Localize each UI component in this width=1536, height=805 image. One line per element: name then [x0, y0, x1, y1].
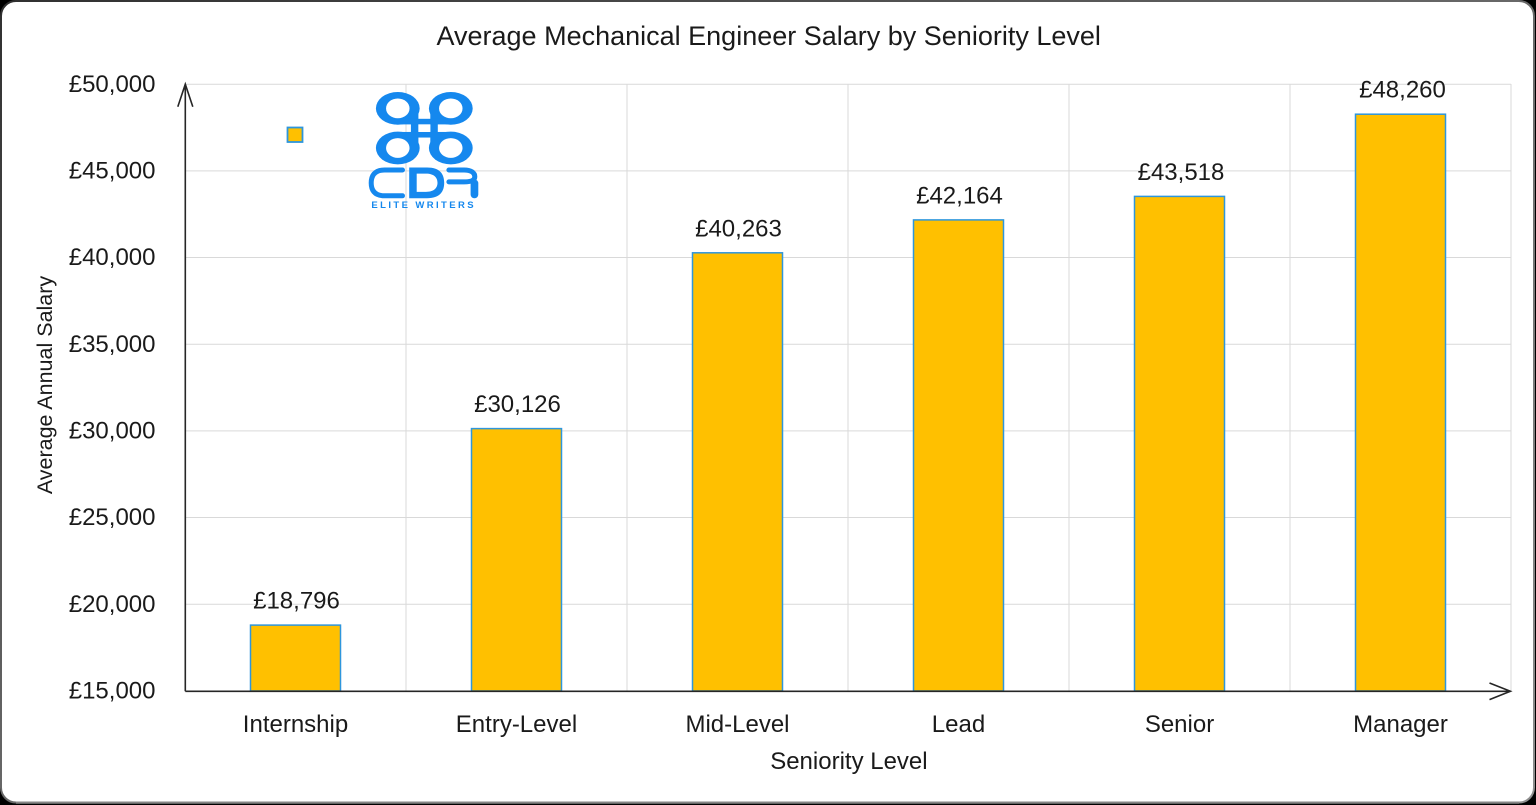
- svg-text:£42,164: £42,164: [916, 182, 1003, 209]
- svg-text:ELITE WRITERS: ELITE WRITERS: [371, 200, 476, 211]
- svg-text:£45,000: £45,000: [69, 158, 156, 185]
- svg-text:£20,000: £20,000: [69, 591, 156, 618]
- svg-text:£30,126: £30,126: [474, 391, 561, 418]
- svg-text:Entry-Level: Entry-Level: [456, 711, 577, 738]
- svg-text:Senior: Senior: [1145, 711, 1214, 738]
- svg-text:Lead: Lead: [932, 711, 985, 738]
- svg-text:£48,260: £48,260: [1359, 77, 1446, 104]
- svg-text:Mid-Level: Mid-Level: [685, 711, 789, 738]
- svg-text:£35,000: £35,000: [69, 331, 156, 358]
- svg-text:Manager: Manager: [1353, 711, 1448, 738]
- svg-text:£25,000: £25,000: [69, 504, 156, 531]
- svg-text:£43,518: £43,518: [1138, 159, 1225, 186]
- svg-text:Internship: Internship: [243, 711, 348, 738]
- svg-text:£18,796: £18,796: [253, 588, 340, 615]
- svg-text:Seniority Level: Seniority Level: [770, 748, 927, 775]
- svg-text:£40,263: £40,263: [695, 215, 782, 242]
- svg-text:Average Annual Salary: Average Annual Salary: [33, 276, 57, 495]
- svg-text:Average Mechanical Engineer Sa: Average Mechanical Engineer Salary by Se…: [437, 21, 1101, 51]
- svg-text:£50,000: £50,000: [69, 71, 156, 98]
- svg-text:£40,000: £40,000: [69, 244, 156, 271]
- svg-text:£15,000: £15,000: [69, 678, 156, 705]
- svg-text:£30,000: £30,000: [69, 418, 156, 445]
